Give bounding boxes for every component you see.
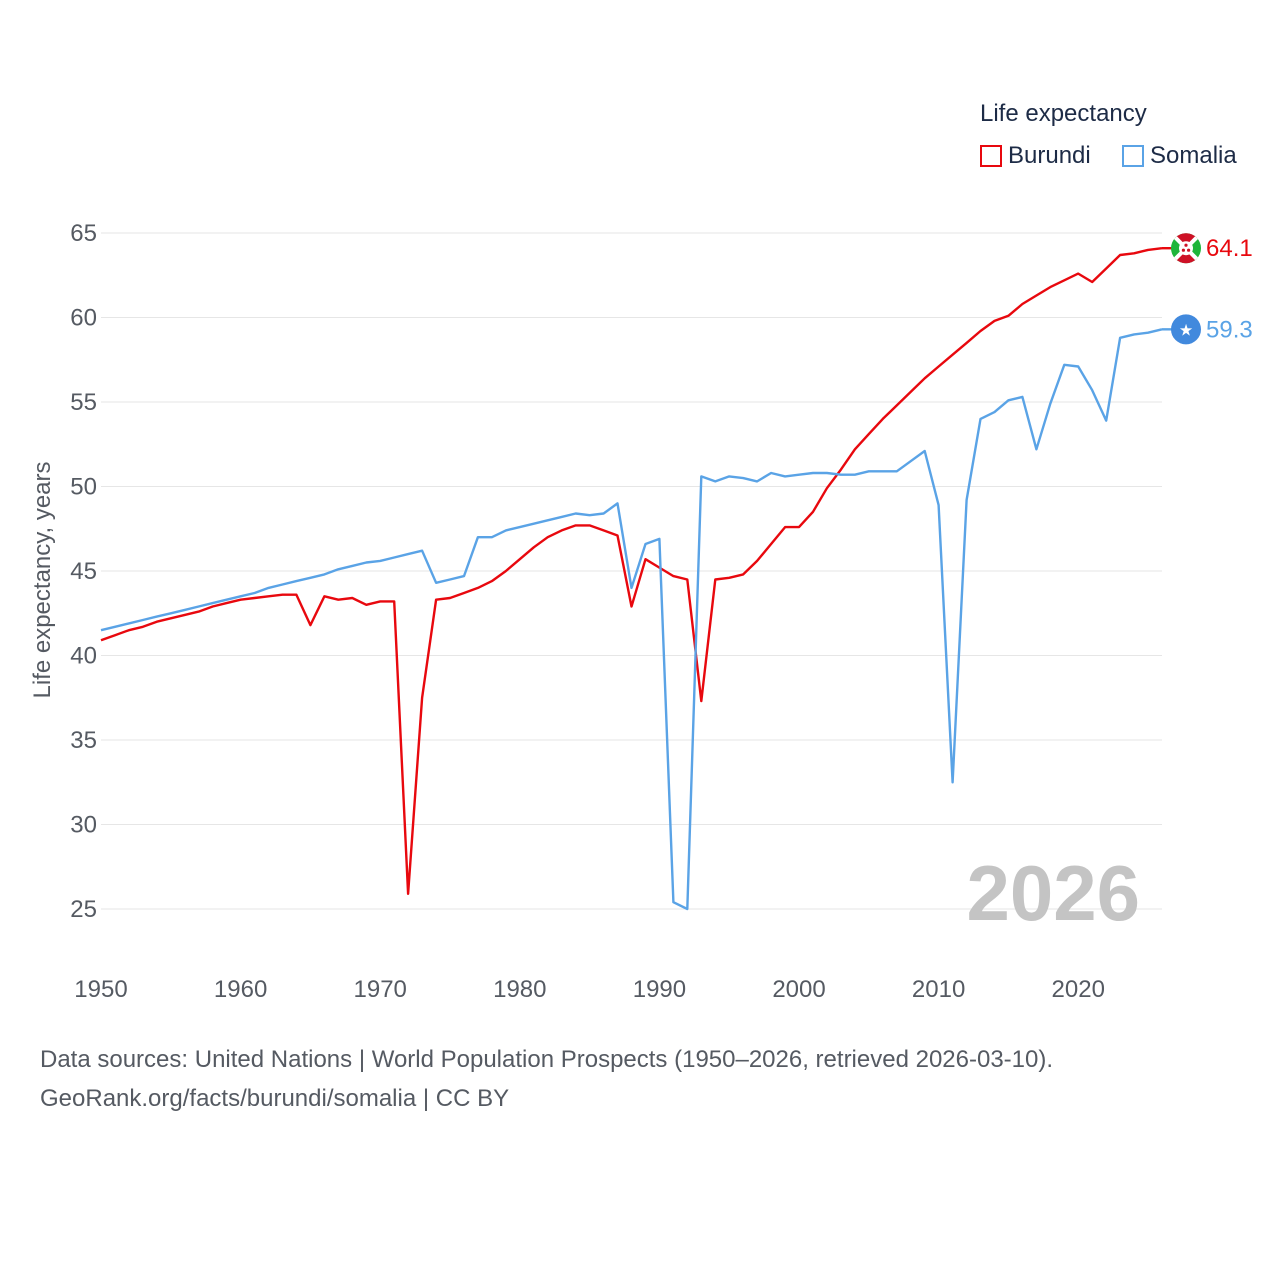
series-line-burundi[interactable] <box>100 247 1163 895</box>
y-tick-label: 40 <box>70 643 97 670</box>
y-tick-label: 65 <box>70 220 97 247</box>
legend-swatch-burundi <box>980 145 1002 167</box>
y-tick-label: 35 <box>70 727 97 754</box>
footer-credit[interactable]: GeoRank.org/facts/burundi/somalia | CC B… <box>40 1085 510 1112</box>
y-tick-label: 30 <box>70 812 97 839</box>
x-tick-label: 2010 <box>912 976 965 1003</box>
grid-lines <box>101 232 1162 910</box>
x-tick-label: 1970 <box>354 976 407 1003</box>
x-tick-label: 1990 <box>633 976 686 1003</box>
svg-text:★: ★ <box>1179 322 1193 339</box>
y-tick-label: 55 <box>70 389 97 416</box>
year-watermark: 2026 <box>966 849 1140 937</box>
legend-title: Life expectancy <box>980 100 1147 127</box>
y-tick-label: 50 <box>70 474 97 501</box>
x-axis-ticks: 1950 1960 1970 1980 1990 2000 2010 2020 <box>74 976 1105 1003</box>
legend-item-somalia[interactable]: Somalia <box>1122 142 1237 170</box>
somalia-flag-icon: ★ <box>1171 314 1201 345</box>
y-tick-label: 45 <box>70 558 97 585</box>
x-tick-label: 1960 <box>214 976 267 1003</box>
y-axis-title: Life expectancy, years <box>29 461 56 698</box>
end-value-label-burundi: 64.1 <box>1206 235 1253 262</box>
x-tick-label: 1980 <box>493 976 546 1003</box>
legend-label-somalia: Somalia <box>1150 142 1237 169</box>
y-tick-label: 25 <box>70 896 97 923</box>
end-markers: 64.1 ★ 59.3 <box>1162 233 1253 345</box>
y-axis-ticks: 25 30 35 40 45 50 55 60 65 <box>70 220 97 923</box>
x-tick-label: 2020 <box>1052 976 1105 1003</box>
y-tick-label: 60 <box>70 305 97 332</box>
legend-item-burundi[interactable]: Burundi <box>980 142 1091 170</box>
end-value-label-somalia: 59.3 <box>1206 316 1253 343</box>
x-tick-label: 1950 <box>74 976 127 1003</box>
x-tick-label: 2000 <box>772 976 825 1003</box>
legend-swatch-somalia <box>1122 145 1144 167</box>
footer-sources: Data sources: United Nations | World Pop… <box>40 1046 1054 1073</box>
legend-label-burundi: Burundi <box>1008 142 1091 169</box>
series-line-somalia[interactable] <box>100 328 1163 911</box>
burundi-flag-icon <box>1171 233 1201 264</box>
series-lines <box>100 247 1163 911</box>
